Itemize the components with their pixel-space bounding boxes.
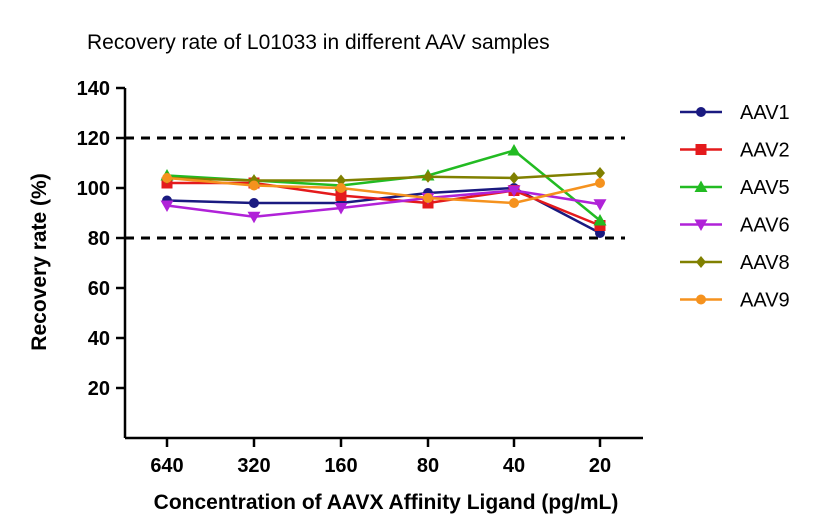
series-line-aav5 [166,149,601,222]
data-point-aav9-640 [162,173,172,183]
x-tick-label-80: 80 [417,455,439,477]
data-point-aav1-320 [249,198,259,208]
data-point-aav6-40 [507,185,521,197]
x-tick-label-160: 160 [324,455,357,477]
legend-label-aav8: AAV8 [740,252,790,274]
legend-marker-aav9 [696,294,706,305]
data-point-aav2-160 [335,190,347,201]
data-point-aav6-160 [334,203,348,215]
legend: AAV1 AAV2 AAV5 AAV6 AAV8 AAV9 [680,102,790,312]
legend-marker-aav2 [695,144,707,155]
y-tick-label-20: 20 [88,378,110,400]
plot-area [125,136,625,240]
legend-marker-aav1 [696,107,706,117]
legend-label-aav2: AAV2 [740,140,790,162]
y-tick-label-60: 60 [88,278,110,300]
x-tick-label-40: 40 [503,455,525,477]
legend-marker-aav8 [696,256,706,268]
legend-label-aav9: AAV9 [740,290,790,312]
y-tick-label-40: 40 [88,328,110,350]
legend-label-aav6: AAV6 [740,215,790,237]
legend-label-aav1: AAV1 [740,102,790,124]
data-point-aav9-20 [595,178,605,188]
series-line-aav8 [166,171,601,182]
y-axis-label: Recovery rate (%) [28,173,51,350]
y-ticks: 20 40 60 80 100 120 140 [77,78,125,400]
chart-title: Recovery rate of L01033 in different AAV… [87,31,550,54]
legend-marker-aav5 [694,180,708,192]
data-point-aav9-40 [509,198,519,208]
y-tick-label-120: 120 [77,128,110,150]
data-point-aav8-80 [423,170,433,183]
data-point-aav9-320 [249,180,259,191]
y-tick-label-140: 140 [77,78,110,100]
x-ticks: 640 320 160 80 40 20 [150,438,611,477]
y-tick-label-80: 80 [88,228,110,250]
data-point-aav8-40 [509,172,519,184]
data-point-aav5-20 [593,214,607,226]
data-point-aav6-640 [160,200,174,212]
x-tick-label-20: 20 [589,455,611,477]
data-point-aav8-20 [595,167,605,179]
legend-marker-aav6 [694,219,708,231]
x-tick-label-640: 640 [150,455,183,477]
data-point-aav8-160 [336,174,346,187]
series-line-aav6 [166,189,601,218]
series-line-aav9 [166,176,601,205]
y-tick-label-100: 100 [77,178,110,200]
data-point-aav5-40 [507,144,521,156]
data-point-aav9-80 [423,193,433,203]
x-tick-label-320: 320 [237,455,270,477]
data-point-aav9-160 [336,183,346,193]
legend-label-aav5: AAV5 [740,177,790,199]
data-point-aav6-320 [247,211,261,224]
x-axis-label: Concentration of AAVX Affinity Ligand (p… [154,491,619,514]
data-point-aav6-20 [593,199,607,211]
